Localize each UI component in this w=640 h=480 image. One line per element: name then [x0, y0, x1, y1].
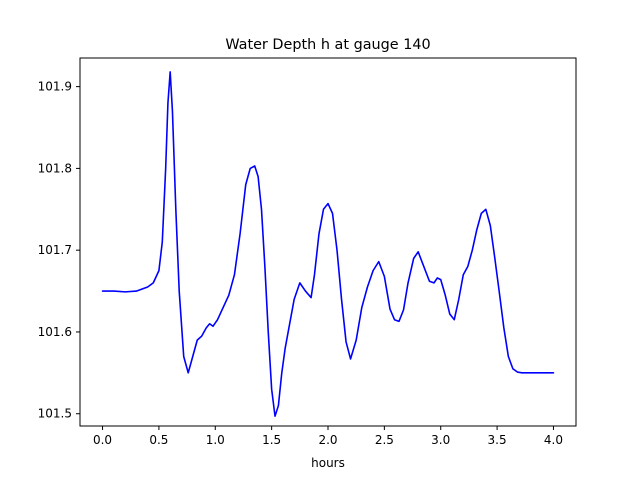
x-tick-label: 3.5	[488, 433, 507, 447]
y-tick-label: 101.9	[38, 80, 72, 94]
x-tick-label: 3.0	[431, 433, 450, 447]
x-axis: 0.0 0.5 1.0 1.5 2.0 2.5 3.0 3.5 4.0	[93, 426, 563, 447]
series-line-0	[101, 71, 555, 417]
x-tick-label: 4.0	[544, 433, 563, 447]
x-tick-label: 0.0	[93, 433, 112, 447]
chart-title: Water Depth h at gauge 140	[225, 37, 430, 53]
x-tick-label: 1.0	[206, 433, 225, 447]
y-tick-label: 101.7	[38, 243, 72, 257]
y-tick-label: 101.6	[38, 325, 72, 339]
y-tick-label: 101.8	[38, 161, 72, 175]
x-tick-label: 0.5	[149, 433, 168, 447]
x-axis-label: hours	[311, 456, 345, 470]
x-tick-label: 1.5	[262, 433, 281, 447]
x-tick-label: 2.0	[318, 433, 337, 447]
y-axis: 101.5 101.6 101.7 101.8 101.9	[38, 80, 80, 421]
x-tick-label: 2.5	[375, 433, 394, 447]
y-tick-label: 101.5	[38, 407, 72, 421]
